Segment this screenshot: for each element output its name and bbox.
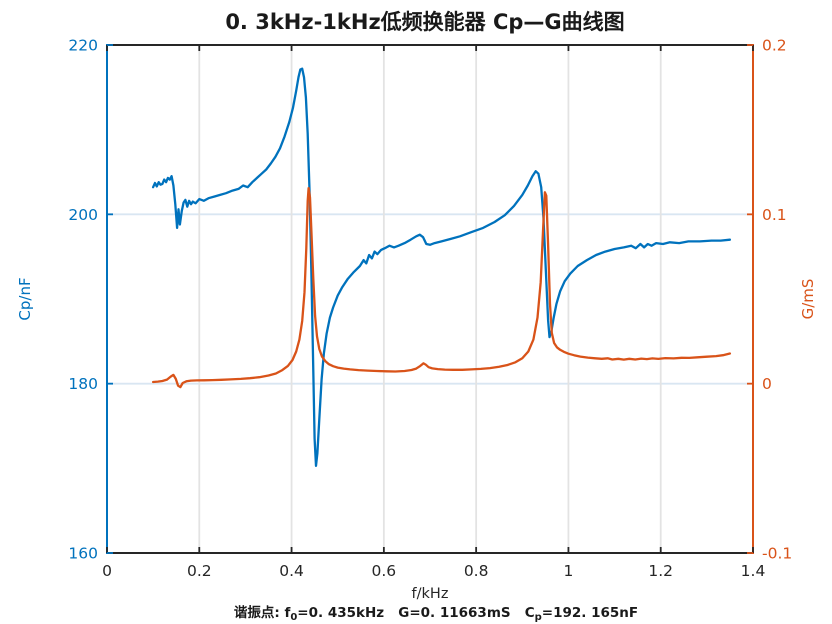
right-y-tick-label: 0.1: [762, 206, 787, 224]
x-axis-label: f/kHz: [412, 586, 449, 602]
x-tick-label: 0: [102, 562, 112, 580]
x-tick-label: 0.4: [279, 562, 304, 580]
right-y-tick-label: 0: [762, 375, 772, 393]
left-y-tick-label: 220: [68, 37, 98, 55]
annotation-subscript: 0: [290, 612, 298, 623]
axes-layer: [106, 44, 754, 554]
x-tick-label: 1: [563, 562, 573, 580]
x-tick-label: 0.6: [372, 562, 397, 580]
left-y-tick-label: 200: [68, 206, 98, 224]
left-y-tick-label: 160: [68, 545, 98, 563]
tick-labels-layer: 0 0.2 0.4 0.6 0.8 1 1.2 1.4 160 180 200 220 -0.1 0 0.1…: [68, 37, 792, 581]
left-y-axis-label: Cp/nF: [16, 277, 34, 320]
annotation-subscript: p: [534, 612, 542, 623]
x-tick-label: 0.8: [464, 562, 489, 580]
left-y-tick-label: 180: [68, 375, 98, 393]
x-tick-label: 0.2: [187, 562, 212, 580]
annotation-text: =0. 435kHz G=0. 11663mS C: [297, 605, 535, 621]
g-curve: [151, 186, 732, 389]
annotation-text: =192. 165nF: [541, 605, 639, 621]
annotation-text: 谐振点: f: [233, 605, 291, 621]
cp-curve: [151, 67, 732, 467]
x-tick-label: 1.2: [648, 562, 673, 580]
resonance-annotation: 谐振点: f0=0. 435kHz G=0. 11663mS Cp=192. 1…: [40, 601, 832, 623]
chart-title: 0. 3kHz-1kHz低频换能器 Cp—G曲线图: [225, 10, 624, 34]
right-y-tick-label: -0.1: [762, 545, 792, 563]
series-layer: [151, 67, 732, 467]
x-tick-label: 1.4: [741, 562, 766, 580]
right-y-tick-label: 0.2: [762, 37, 787, 55]
grid-layer: [107, 45, 753, 553]
right-y-axis-label: G/mS: [799, 279, 817, 320]
